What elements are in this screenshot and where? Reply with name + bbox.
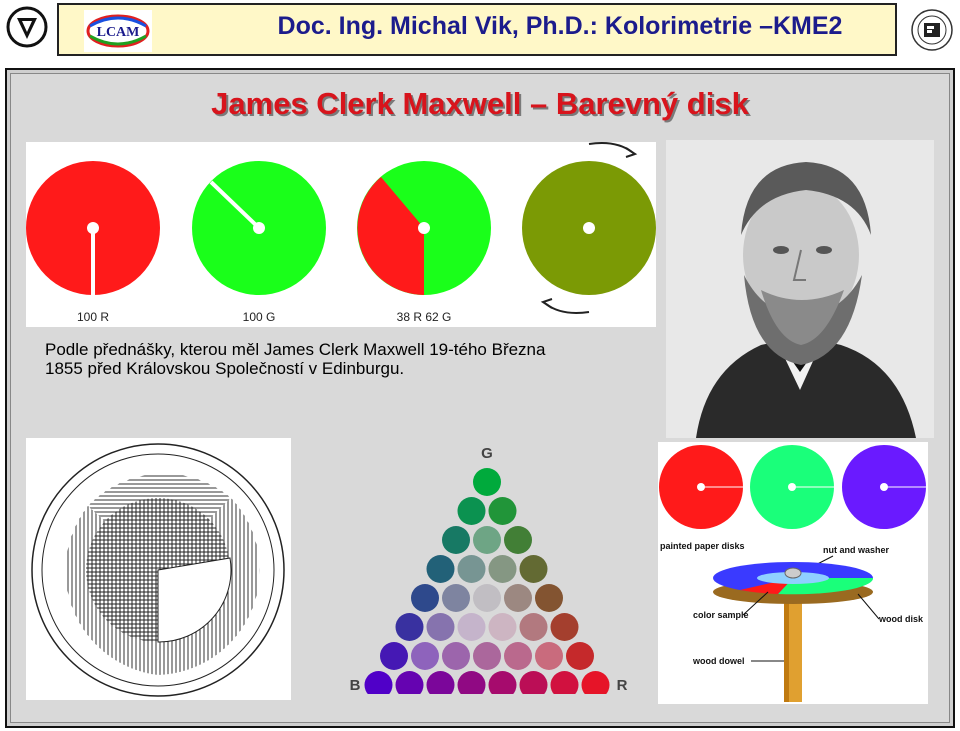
triangle-dot [473,584,501,612]
faculty-seal [910,8,954,52]
triangle-dot [488,671,517,699]
caption-line-1: Podle přednášky, kterou měl James Clerk … [45,340,546,359]
triangle-dot [550,671,579,699]
triangle-dot [566,642,594,670]
triangle-dot [457,671,486,699]
header-title: Doc. Ing. Michal Vik, Ph.D.: Kolorimetri… [277,12,843,40]
disk-label-red: 100 R [77,310,109,324]
lcam-logo-text: LCAM [97,25,140,40]
triangle-dot [426,613,455,641]
triangle-dot [457,555,486,583]
triangle-dot [488,555,517,583]
disk-label-mix: 38 R 62 G [397,310,452,324]
triangle-dot [473,642,501,670]
triangle-dot [535,584,563,612]
triangle-dot [411,642,439,670]
triangle-dot [442,526,470,554]
triangle-dot [473,526,501,554]
triangle-dot [457,497,486,525]
triangle-dot [426,555,455,583]
red-disk [26,161,160,302]
triangle-dot [426,671,455,699]
header-bar [57,3,897,56]
disk-engraving [26,438,291,700]
triangle-dot [519,671,548,699]
slide-title: James Clerk Maxwell – Barevný disk [211,86,749,121]
apparatus-figure: painted paper disks nut and washer color… [658,442,928,704]
triangle-dot [519,613,548,641]
triangle-dot [550,613,579,641]
triangle-dot [519,555,548,583]
triangle-dot [535,642,563,670]
color-disks-figure: 100 R 100 G 38 R 62 G [26,142,656,327]
triangle-dot [488,613,517,641]
triangle-dot [473,468,501,496]
triangle-dot [504,642,532,670]
triangle-dot [364,671,393,699]
triangle-dot [457,613,486,641]
paper-disk-green [750,445,834,529]
triangle-dot [411,584,439,612]
label-painted-disks: painted paper disks [660,541,745,551]
caption-line-2: 1855 před Královskou Společností v Edinb… [45,359,405,378]
maxwell-portrait [666,140,934,438]
paper-disk-violet [842,445,926,529]
triangle-dot [488,497,517,525]
university-logo [6,6,48,48]
triangle-dot [395,613,424,641]
triangle-dot [504,584,532,612]
paper-disk-red [659,445,743,529]
mixed-disk [357,161,491,295]
caption: Podle přednášky, kterou měl James Clerk … [45,340,655,378]
triangle-dot [380,642,408,670]
green-disk [192,161,326,295]
disk-label-green: 100 G [243,310,276,324]
lcam-logo: LCAM [84,10,152,52]
label-color-sample: color sample [693,610,749,620]
spinning-disk [522,142,656,314]
triangle-dot [581,671,610,699]
triangle-dot [504,526,532,554]
triangle-dot [442,642,470,670]
label-nut-washer: nut and washer [823,545,890,555]
triangle-label-r: R [617,677,628,694]
triangle-label-g: G [481,445,493,462]
color-triangle: G B R [345,442,635,699]
label-wood-dowel: wood dowel [692,656,745,666]
triangle-dot [395,671,424,699]
triangle-dot [442,584,470,612]
label-wood-disk: wood disk [878,614,924,624]
triangle-label-b: B [350,677,361,694]
